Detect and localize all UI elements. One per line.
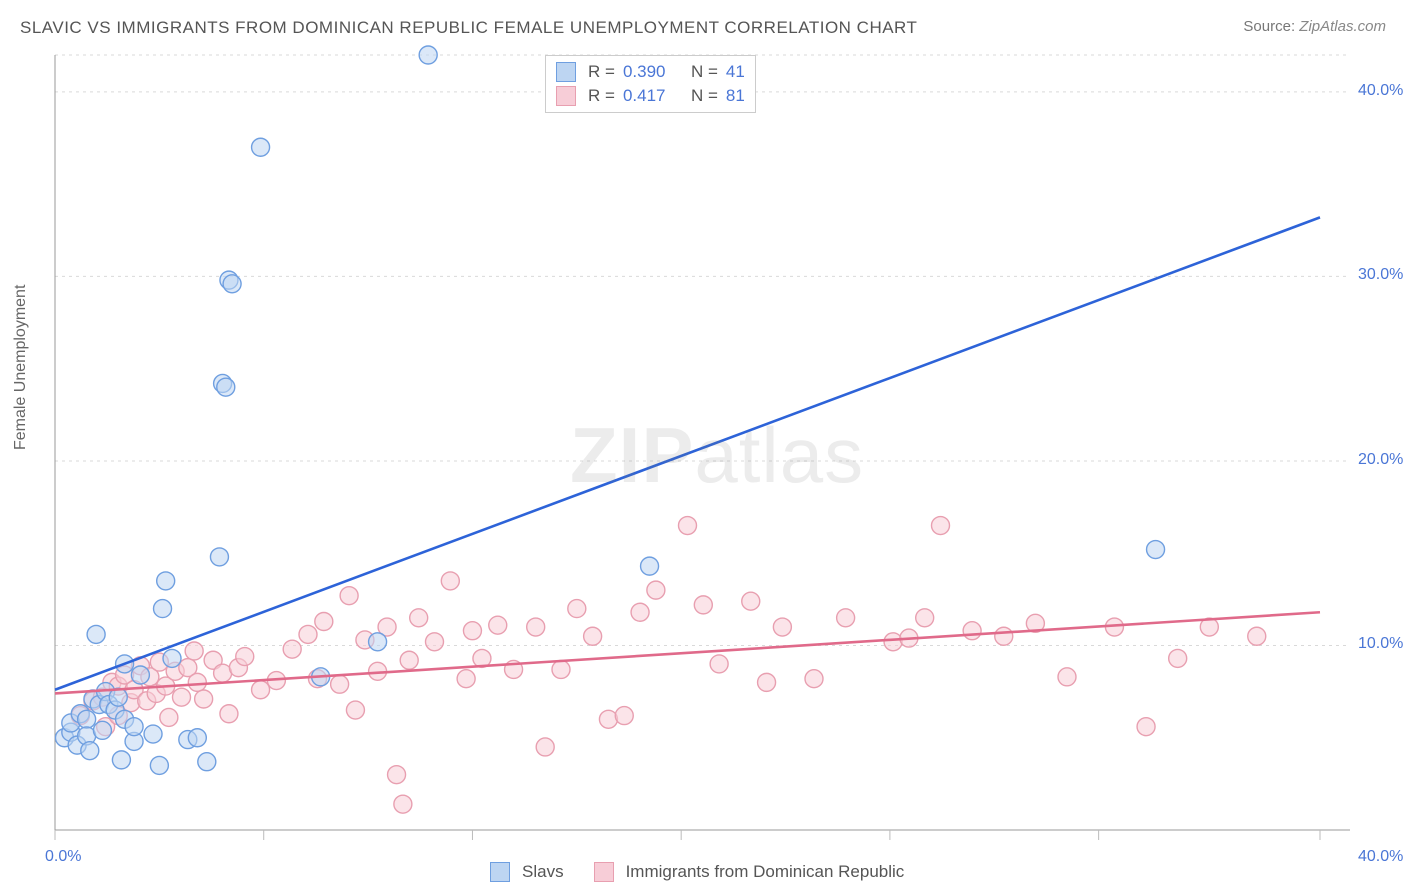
n-value-dominican: 81 xyxy=(726,84,745,108)
r-label-dominican: R = xyxy=(588,84,615,108)
legend-entry-dominican: Immigrants from Dominican Republic xyxy=(594,862,905,882)
y-tick-label: 40.0% xyxy=(1358,82,1403,100)
n-label-dominican: N = xyxy=(691,84,718,108)
y-axis-label: Female Unemployment xyxy=(12,285,30,450)
swatch-slavs xyxy=(556,62,576,82)
chart-title: SLAVIC VS IMMIGRANTS FROM DOMINICAN REPU… xyxy=(20,18,917,38)
source-label: Source: xyxy=(1243,18,1295,35)
legend-entry-slavs: Slavs xyxy=(490,862,564,882)
plot-svg xyxy=(0,0,1406,892)
stats-row-dominican: R = 0.417 N = 81 xyxy=(556,84,745,108)
x-max-label: 40.0% xyxy=(1358,848,1403,866)
y-tick-label: 20.0% xyxy=(1358,451,1403,469)
n-label-slavs: N = xyxy=(691,60,718,84)
r-value-slavs: 0.390 xyxy=(623,60,666,84)
stats-legend: R = 0.390 N = 41 R = 0.417 N = 81 xyxy=(545,55,756,113)
y-tick-label: 10.0% xyxy=(1358,635,1403,653)
y-tick-label: 30.0% xyxy=(1358,266,1403,284)
source-name: ZipAtlas.com xyxy=(1299,18,1386,35)
legend-swatch-slavs xyxy=(490,862,510,882)
x-min-label: 0.0% xyxy=(45,848,81,866)
plot-area xyxy=(0,0,1406,892)
n-value-slavs: 41 xyxy=(726,60,745,84)
source-attribution: Source: ZipAtlas.com xyxy=(1243,18,1386,35)
stats-row-slavs: R = 0.390 N = 41 xyxy=(556,60,745,84)
legend-label-dominican: Immigrants from Dominican Republic xyxy=(626,862,905,882)
series-legend: Slavs Immigrants from Dominican Republic xyxy=(490,862,904,882)
legend-swatch-dominican xyxy=(594,862,614,882)
r-value-dominican: 0.417 xyxy=(623,84,666,108)
legend-label-slavs: Slavs xyxy=(522,862,564,882)
correlation-chart: SLAVIC VS IMMIGRANTS FROM DOMINICAN REPU… xyxy=(0,0,1406,892)
r-label-slavs: R = xyxy=(588,60,615,84)
swatch-dominican xyxy=(556,86,576,106)
